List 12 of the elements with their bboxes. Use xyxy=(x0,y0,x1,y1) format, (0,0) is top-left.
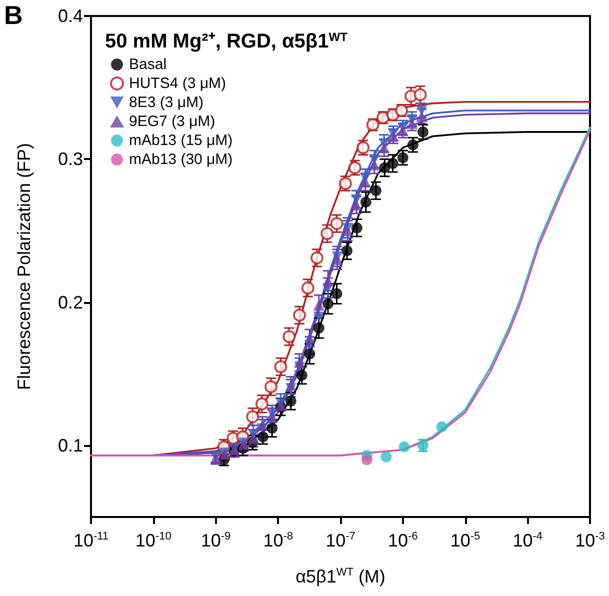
legend-label: mAb13 (30 μM) xyxy=(129,151,233,168)
y-tick-label: 0.1 xyxy=(58,435,83,456)
legend-label: 9EG7 (3 μM) xyxy=(129,113,216,130)
legend-label: Basal xyxy=(129,56,167,73)
y-tick-label: 0.4 xyxy=(58,6,83,26)
y-tick-label: 0.3 xyxy=(58,149,83,170)
y-tick-label: 0.2 xyxy=(58,292,83,312)
legend-label: 8E3 (3 μM) xyxy=(129,94,204,111)
legend-label: mAb13 (15 μM) xyxy=(129,132,233,149)
legend-label: HUTS4 (3 μM) xyxy=(129,75,226,92)
y-axis-title: Fluorescence Polarization (FP) xyxy=(14,142,34,390)
text: B xyxy=(4,0,23,30)
